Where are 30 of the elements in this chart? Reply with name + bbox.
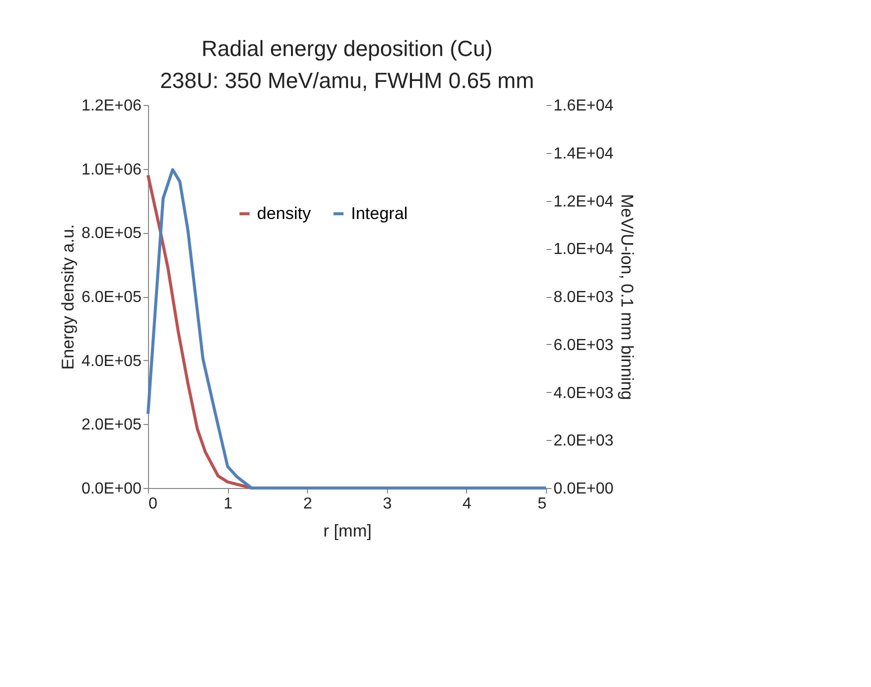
y2-axis-title: MeV/U-ion, 0.1 mm binning xyxy=(618,194,637,400)
y-tick-label: 1.0E+06 xyxy=(81,161,142,178)
y-tick-label: 6.0E+05 xyxy=(81,289,142,306)
legend-label: density xyxy=(257,204,312,223)
y2-tick-label: 1.6E+04 xyxy=(554,98,614,114)
y2-tick-label: 1.4E+04 xyxy=(554,145,614,162)
chart-subtitle: 238U: 350 MeV/amu, FWHM 0.65 mm xyxy=(160,68,534,93)
x-tick-label: 0 xyxy=(148,496,158,512)
y-tick-label: 4.0E+05 xyxy=(81,352,142,370)
y-tick-label: 8.0E+05 xyxy=(81,225,142,242)
legend-label: Integral xyxy=(351,204,408,223)
y-axis-title: Energy density a.u. xyxy=(58,224,78,370)
y2-tick-label: 1.0E+04 xyxy=(554,241,614,258)
x-axis-title: r [mm] xyxy=(323,522,372,540)
x-tick-label: 1 xyxy=(224,496,233,512)
y2-tick-label: 2.0E+03 xyxy=(554,432,614,450)
y-tick-label: 2.0E+05 xyxy=(81,416,142,434)
y-tick-label: 0.0E+00 xyxy=(81,480,142,498)
y2-tick-label: 8.0E+03 xyxy=(554,289,614,306)
x-tick-label: 4 xyxy=(462,496,472,512)
y2-tick-label: 1.2E+04 xyxy=(554,193,614,210)
chart-title: Radial energy deposition (Cu) xyxy=(201,36,493,61)
y-tick-label: 1.2E+06 xyxy=(81,98,142,114)
x-tick-label: 2 xyxy=(303,496,312,512)
line-series xyxy=(146,174,253,490)
x-tick-label: 3 xyxy=(382,496,392,512)
y2-tick-label: 0.0E+00 xyxy=(554,480,614,498)
x-tick-label: 5 xyxy=(538,496,547,512)
y2-tick-label: 4.0E+03 xyxy=(554,384,614,402)
y2-tick-label: 6.0E+03 xyxy=(554,336,614,354)
